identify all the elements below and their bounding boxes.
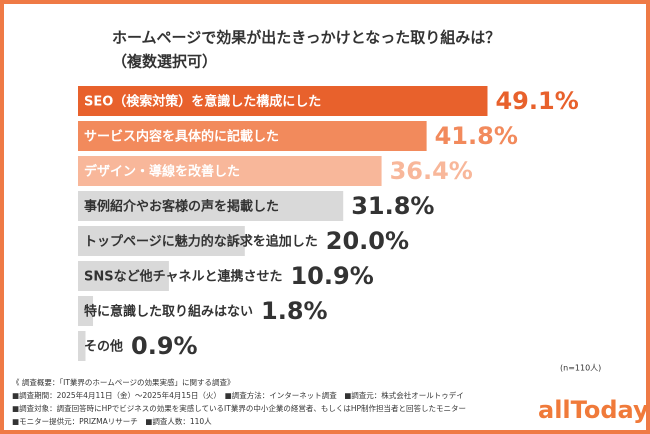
bar	[78, 261, 169, 291]
value-label: 0.9%	[131, 332, 198, 360]
bar	[78, 156, 382, 186]
category-label: トップページに魅力的な訴求を追加した	[84, 234, 318, 250]
chart-title: ホームページで効果が出たきっかけとなった取り組みは？	[112, 29, 500, 47]
bar	[78, 191, 344, 221]
chart-subtitle: （複数選択可）	[112, 53, 217, 71]
sample-note: (n=110人)	[560, 364, 601, 373]
note: ■モニター提供元：PRIZMAリサーチ ■調査人数：110人	[12, 416, 212, 426]
category-label: SEO（検索対策）を意識した構成にした	[84, 94, 321, 110]
value-label: 10.9%	[290, 262, 373, 290]
value-label: 31.8%	[351, 192, 434, 220]
note: ■調査対象：調査回答時にHPでビジネスの効果を実感しているIT業界の中小企業の経…	[12, 403, 466, 413]
category-label: SNSなど他チャネルと連携させた	[84, 269, 282, 285]
category-label: サービス内容を具体的に記載した	[84, 129, 279, 145]
bar	[78, 331, 86, 361]
value-label: 41.8%	[435, 122, 518, 150]
note: 《 調査概要：「IT業界のホームページの効果実感」に関する調査》	[12, 377, 235, 387]
category-label: その他	[84, 339, 123, 355]
category-label: デザイン・導線を改善した	[84, 164, 240, 180]
category-label: 特に意識した取り組みはない	[84, 304, 253, 320]
logo: allToday	[538, 396, 649, 424]
value-label: 49.1%	[495, 87, 578, 115]
bar	[78, 296, 94, 326]
value-label: 20.0%	[326, 227, 409, 255]
value-label: 1.8%	[261, 297, 328, 325]
bar	[78, 121, 427, 151]
value-label: 36.4%	[390, 157, 473, 185]
bar	[78, 226, 245, 256]
bar	[78, 86, 488, 116]
category-label: 事例紹介やお客様の声を掲載した	[84, 199, 279, 215]
note: ■調査期間：2025年4月11日（金）～2025年4月15日（火） ■調査方法：…	[12, 390, 464, 400]
